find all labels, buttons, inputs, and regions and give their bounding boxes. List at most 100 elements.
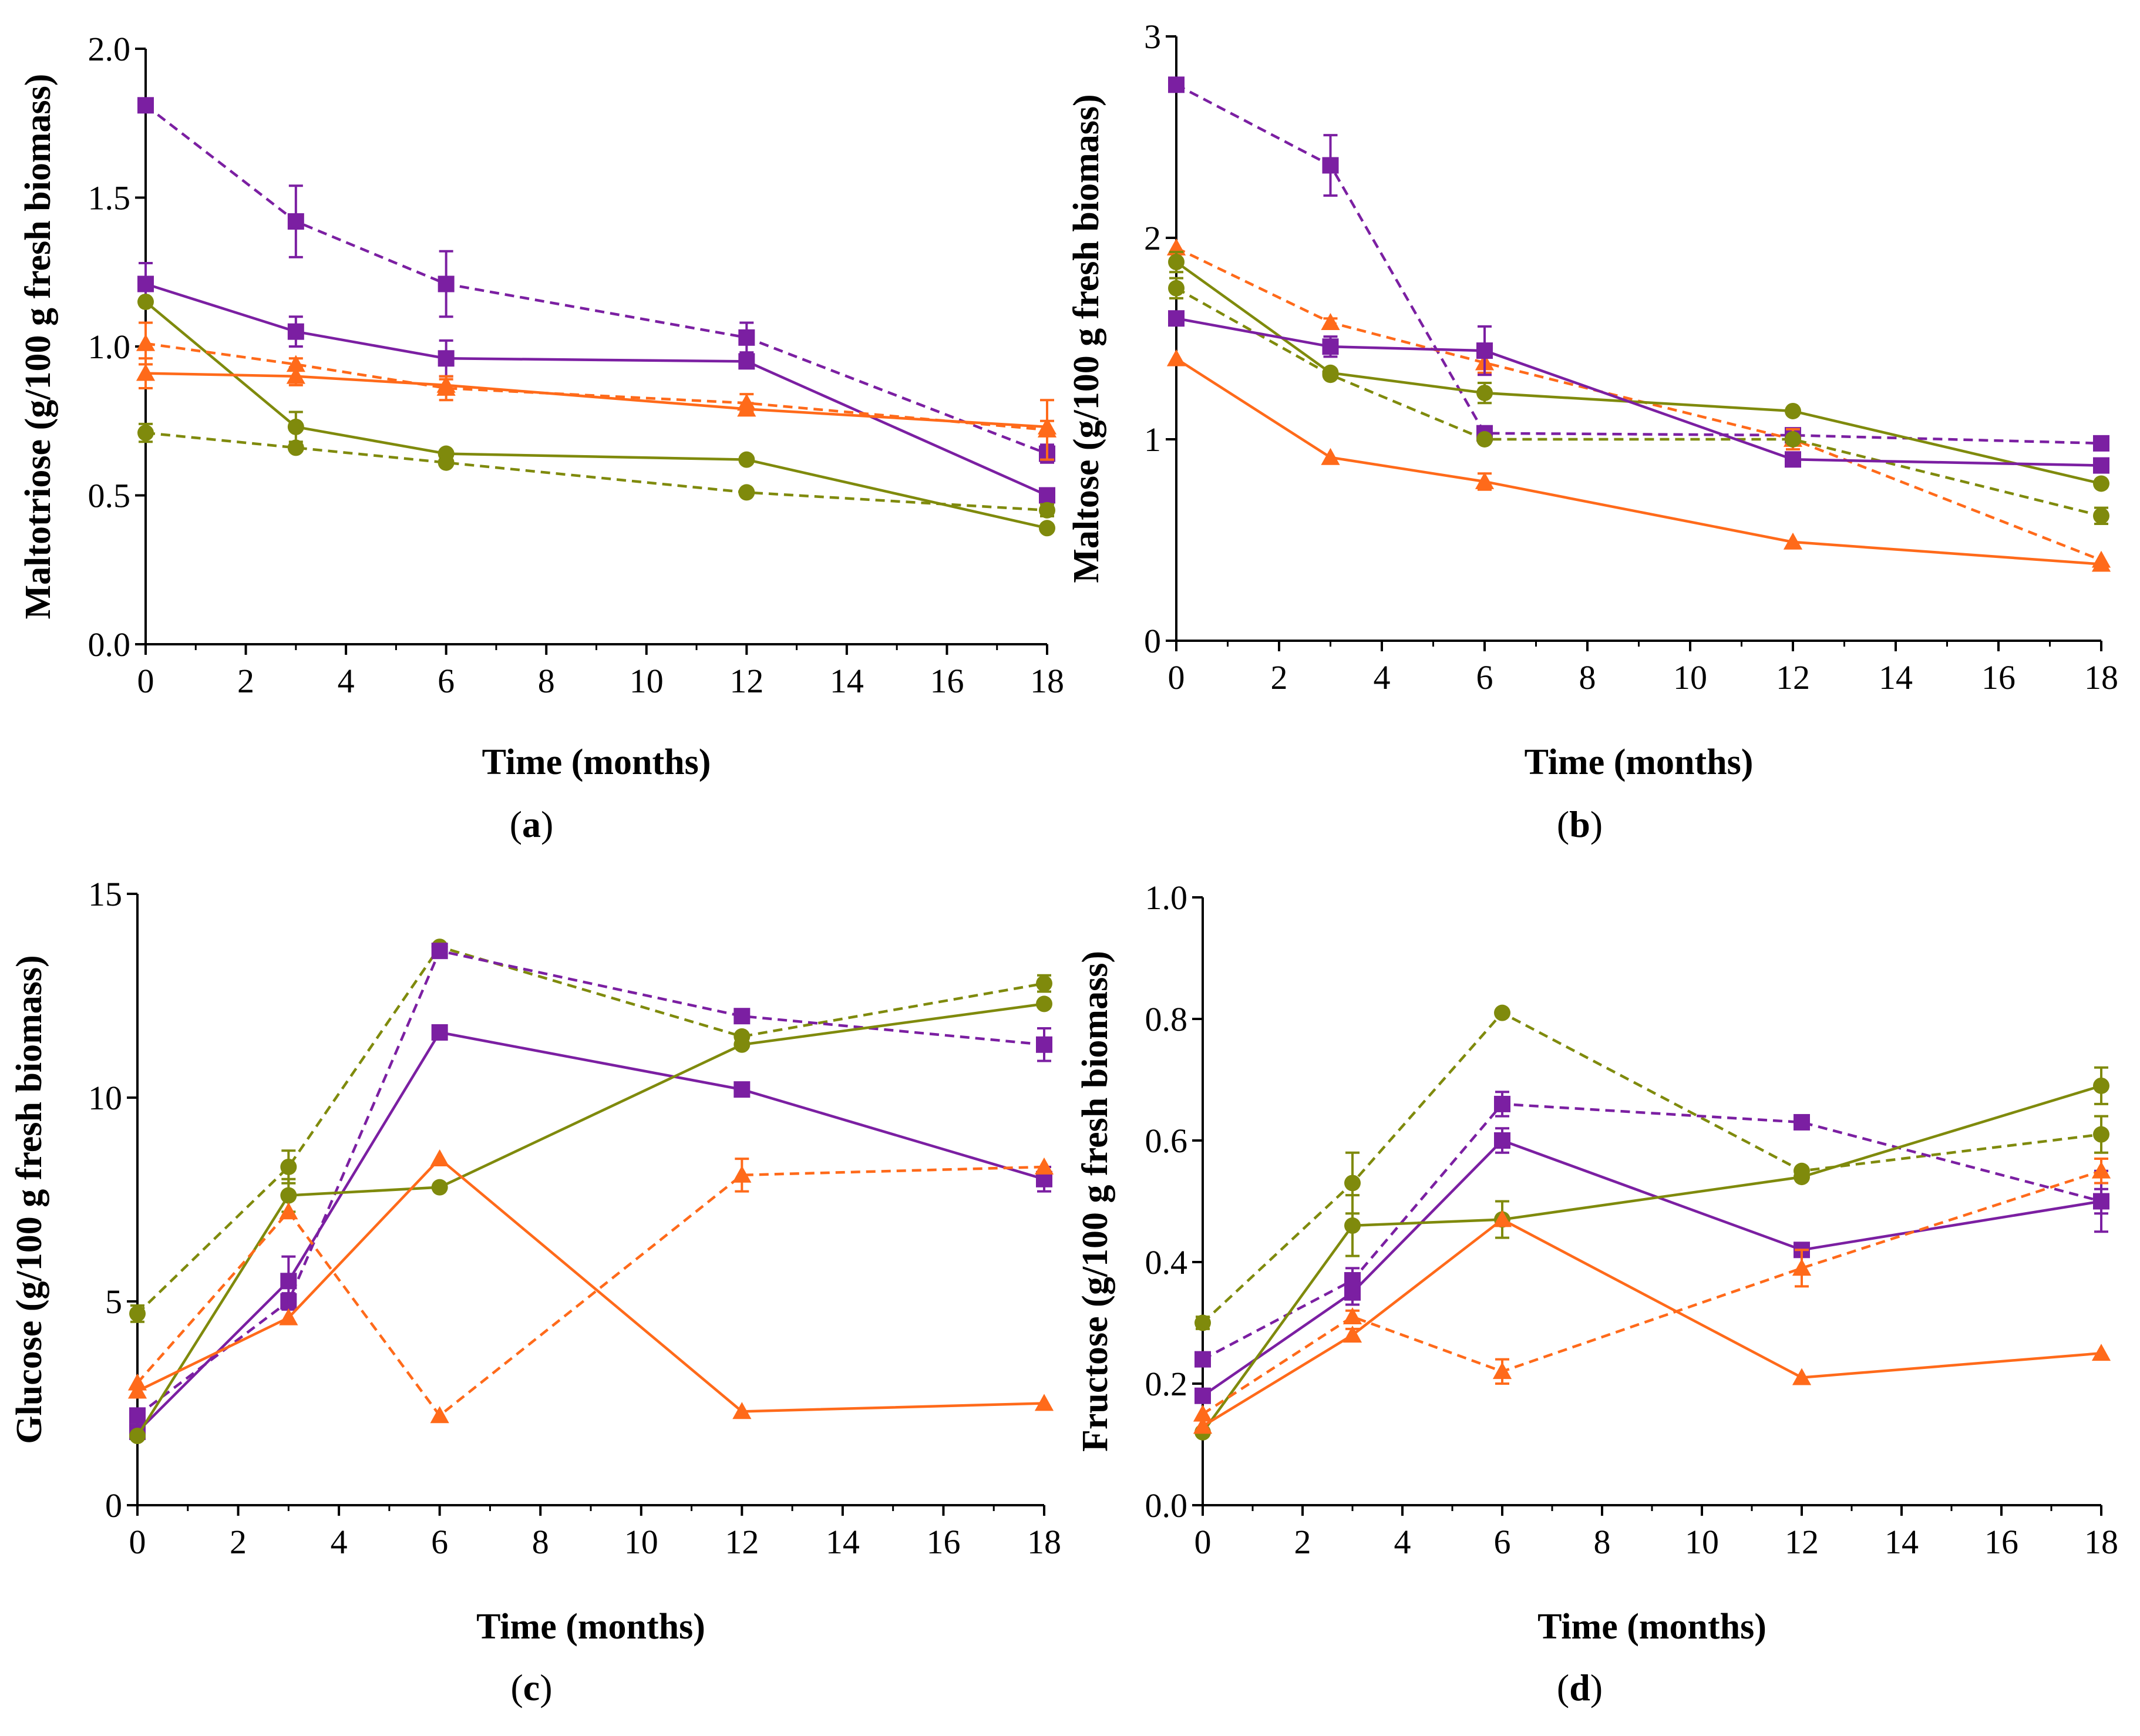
data-point-triangle xyxy=(1342,1325,1362,1343)
data-point-circle xyxy=(2093,1077,2109,1094)
series-purple-dashed xyxy=(137,97,1055,464)
data-point-triangle xyxy=(430,1149,449,1166)
data-point-circle xyxy=(1494,1004,1510,1021)
data-point-triangle xyxy=(1342,1307,1362,1325)
x-tick-label: 14 xyxy=(1879,658,1913,697)
x-tick-label: 12 xyxy=(725,1523,759,1561)
data-point-triangle xyxy=(279,1308,298,1325)
data-point-square xyxy=(1494,1132,1510,1149)
data-point-circle xyxy=(1168,280,1185,297)
x-tick-label: 18 xyxy=(1030,662,1064,700)
data-point-circle xyxy=(1476,385,1493,402)
panel-label-close-paren: ) xyxy=(540,1667,552,1708)
series-line xyxy=(136,945,1045,1315)
data-point-square xyxy=(1494,1095,1510,1112)
series-olive-dashed xyxy=(1168,277,2109,526)
x-tick-label: 10 xyxy=(630,662,664,700)
x-tick-label: 18 xyxy=(1027,1523,1061,1561)
data-point-triangle xyxy=(1792,1259,1812,1276)
data-point-triangle xyxy=(1492,1362,1512,1380)
panel-label: (b) xyxy=(1557,803,1603,845)
series-line xyxy=(1176,247,2102,561)
data-point-triangle xyxy=(1492,1210,1512,1227)
y-tick-label: 2.0 xyxy=(88,30,131,68)
y-axis-label: Maltose (g/100 g fresh biomass) xyxy=(1066,94,1106,583)
x-tick-label: 8 xyxy=(1579,658,1596,697)
data-point-circle xyxy=(137,425,154,442)
data-point-circle xyxy=(1039,520,1055,537)
x-tick-label: 10 xyxy=(1685,1523,1719,1561)
series-line xyxy=(1202,1169,2102,1415)
y-tick-label: 10 xyxy=(88,1079,122,1117)
series-purple-dashed xyxy=(1195,1091,2109,1368)
x-tick-label: 2 xyxy=(230,1523,247,1561)
x-axis-label: Time (months) xyxy=(482,742,711,782)
panel-label: (d) xyxy=(1557,1667,1603,1708)
series-olive-solid xyxy=(137,293,1055,537)
data-point-circle xyxy=(438,454,455,471)
data-point-triangle xyxy=(1475,472,1495,489)
series-orange-dashed xyxy=(127,1157,1054,1424)
data-point-square xyxy=(738,353,755,370)
data-point-circle xyxy=(1476,431,1493,448)
x-tick-label: 12 xyxy=(1785,1523,1819,1561)
x-tick-label: 14 xyxy=(1885,1523,1919,1561)
series-purple-solid xyxy=(137,262,1055,504)
data-point-square xyxy=(280,1273,297,1290)
data-point-circle xyxy=(738,451,755,468)
data-point-square xyxy=(438,350,455,367)
data-point-square xyxy=(1476,342,1493,359)
x-tick-label: 0 xyxy=(137,662,154,700)
data-point-triangle xyxy=(2091,1344,2111,1361)
x-tick-label: 16 xyxy=(1981,658,2015,697)
series-olive-dashed xyxy=(1195,1004,2109,1331)
data-point-square xyxy=(431,943,448,960)
data-point-triangle xyxy=(1034,1157,1054,1175)
data-point-circle xyxy=(137,293,154,310)
data-point-triangle xyxy=(279,1202,298,1220)
data-point-square xyxy=(1785,451,1801,468)
y-tick-label: 1.0 xyxy=(1145,879,1188,917)
y-tick-label: 0 xyxy=(105,1486,122,1525)
data-point-square xyxy=(431,1024,448,1041)
x-tick-label: 16 xyxy=(1984,1523,2018,1561)
panel-label-open-paren: ( xyxy=(510,803,522,845)
x-tick-label: 0 xyxy=(129,1523,146,1561)
data-point-circle xyxy=(2093,475,2109,492)
series-line xyxy=(136,1165,1045,1417)
series-line xyxy=(1202,1139,2102,1397)
y-tick-label: 3 xyxy=(1144,18,1161,56)
data-point-triangle xyxy=(1783,532,1803,550)
data-point-triangle xyxy=(436,375,456,393)
data-point-circle xyxy=(2093,507,2109,524)
data-point-triangle xyxy=(136,334,156,351)
panel-label-open-paren: ( xyxy=(510,1667,523,1708)
data-point-circle xyxy=(1036,975,1052,992)
data-point-square xyxy=(137,97,154,114)
data-point-circle xyxy=(733,1036,751,1053)
panel-a-maltotriose: 0 2 4 6 8 10 12 14 16 18 0.0 0.5 1.0 1.5 2.0 Time (mont… xyxy=(18,30,1064,845)
y-tick-label: 0.6 xyxy=(1145,1122,1188,1160)
data-point-circle xyxy=(738,484,755,501)
data-point-square xyxy=(287,323,304,340)
data-point-square xyxy=(1344,1284,1361,1301)
data-point-triangle xyxy=(737,399,756,417)
y-tick-label: 2 xyxy=(1144,219,1161,257)
data-point-triangle xyxy=(1321,312,1340,330)
data-point-square xyxy=(1168,76,1185,93)
x-tick-label: 6 xyxy=(1494,1523,1511,1561)
series-purple-dashed xyxy=(129,943,1052,1424)
x-tick-label: 8 xyxy=(1594,1523,1611,1561)
data-point-circle xyxy=(1168,254,1185,271)
panel-d-fructose: 0 2 4 6 8 10 12 14 16 18 0.0 0.2 0.4 0.6 0.8 1.0 Time (m… xyxy=(1075,879,2118,1708)
series-line xyxy=(1202,1011,2102,1324)
data-point-circle xyxy=(287,439,304,456)
data-point-triangle xyxy=(2091,554,2111,572)
data-point-square xyxy=(1168,310,1185,327)
panel-label-close-paren: ) xyxy=(541,803,553,845)
panel-label: (a) xyxy=(510,803,554,845)
data-point-triangle xyxy=(430,1406,449,1424)
y-axis-label: Glucose (g/100 g fresh biomass) xyxy=(9,955,49,1444)
